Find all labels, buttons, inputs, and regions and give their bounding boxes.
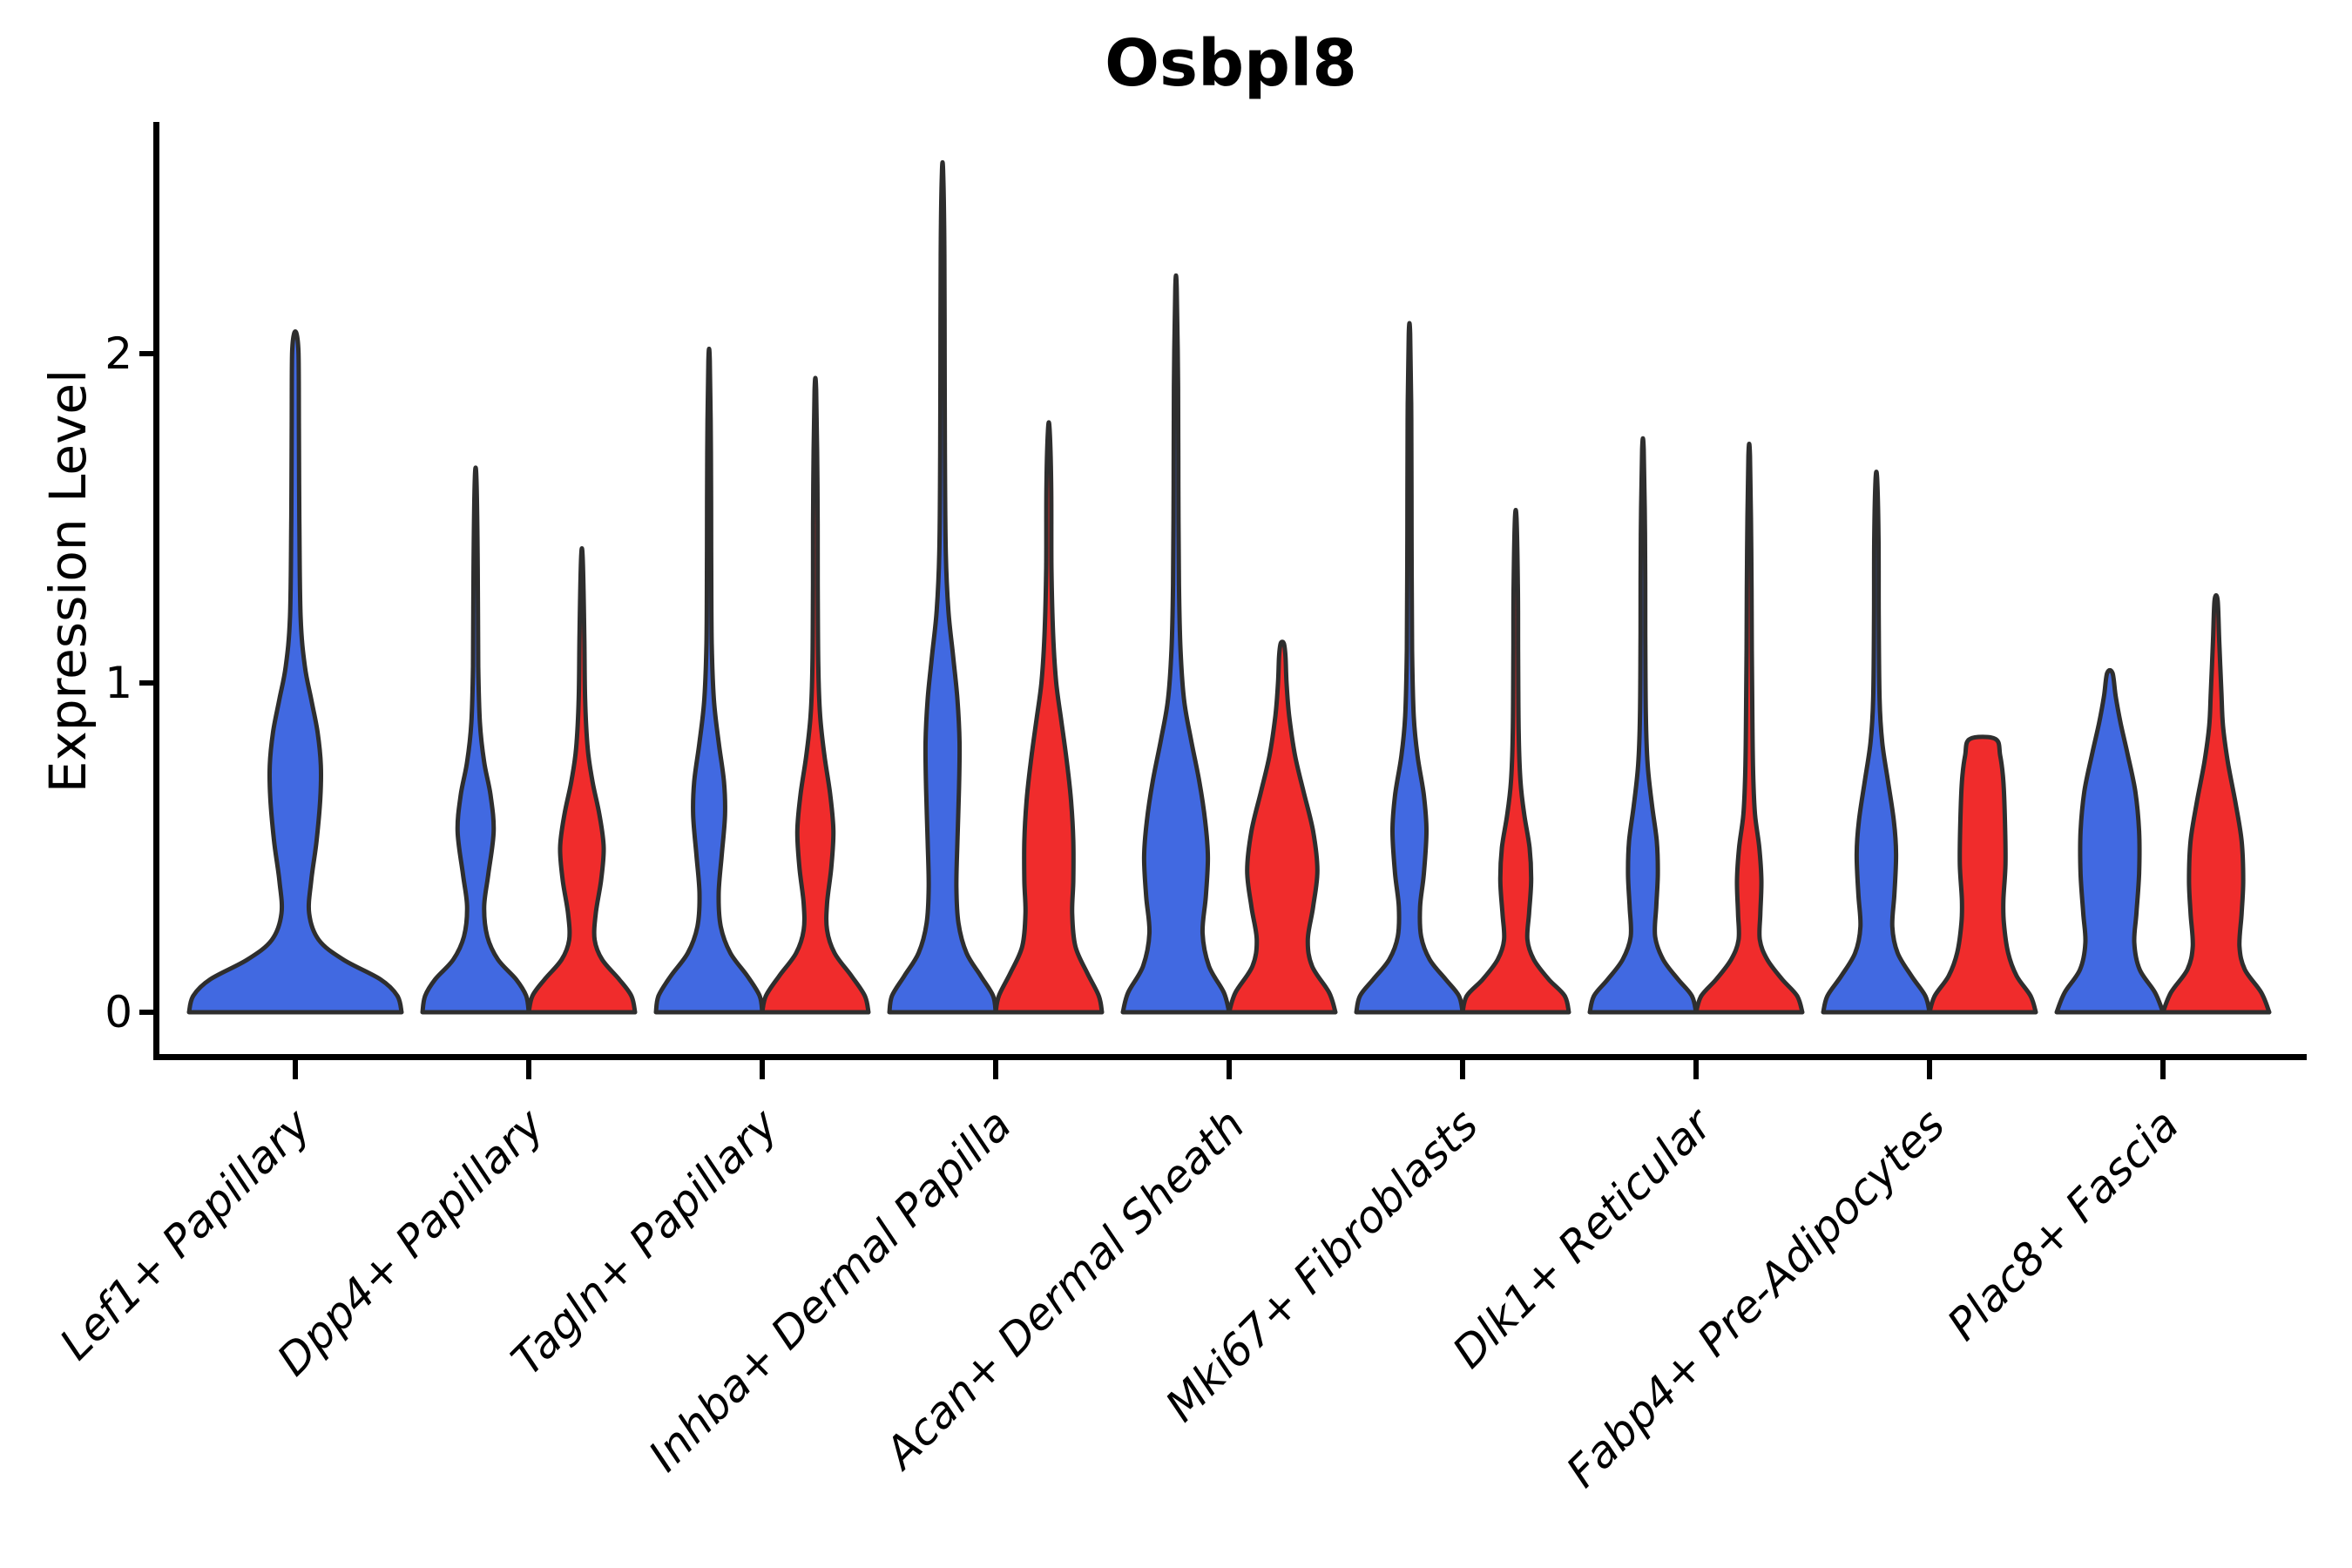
violin-fabp4-pre-adipocytes-red xyxy=(1927,734,2038,1015)
violin-dlk1-reticular-blue xyxy=(1587,436,1699,1015)
y-axis-label: Expression Level xyxy=(38,368,98,794)
y-tick-label-2: 2 xyxy=(105,328,132,379)
violin-dlk1-reticular-red xyxy=(1693,441,1805,1015)
y-tick-label-1: 1 xyxy=(105,658,132,708)
y-tick-label-0: 0 xyxy=(105,987,132,1037)
violin-tagln-papillary-blue xyxy=(653,346,765,1015)
violin-acan-dermal-sheath-blue xyxy=(1120,273,1232,1015)
violin-acan-dermal-sheath-red xyxy=(1227,639,1338,1015)
violin-plac8-fascia-red xyxy=(2160,592,2272,1015)
violin-tagln-papillary-red xyxy=(760,375,871,1015)
violin-mki67-fibroblasts-blue xyxy=(1354,321,1465,1015)
violin-dpp4-papillary-blue xyxy=(420,465,531,1015)
violin-inhba-dermal-papilla-blue xyxy=(887,159,998,1015)
violin-inhba-dermal-papilla-red xyxy=(993,420,1105,1015)
plot-title: Osbpl8 xyxy=(1105,26,1357,101)
violin-fabp4-pre-adipocytes-blue xyxy=(1821,470,1932,1015)
violin-lef1-papillary-blue xyxy=(186,328,404,1015)
violin-mki67-fibroblasts-red xyxy=(1460,508,1571,1015)
violin-plac8-fascia-blue xyxy=(2054,667,2166,1015)
violin-dpp4-papillary-red xyxy=(526,546,638,1015)
